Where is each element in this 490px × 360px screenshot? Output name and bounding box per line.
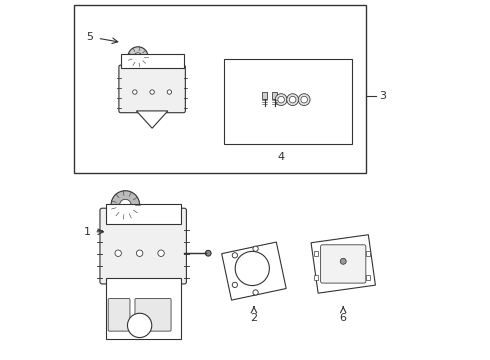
Bar [366, 275, 370, 280]
Circle shape [235, 251, 270, 285]
Polygon shape [311, 235, 375, 293]
Bar [74, 5, 367, 173]
Text: 3: 3 [379, 91, 386, 101]
Text: 6: 6 [340, 312, 347, 323]
Circle shape [253, 290, 258, 295]
Circle shape [150, 90, 154, 94]
Circle shape [120, 199, 131, 211]
Circle shape [287, 94, 298, 105]
FancyBboxPatch shape [119, 65, 185, 113]
Circle shape [253, 246, 258, 251]
FancyBboxPatch shape [108, 298, 130, 331]
Circle shape [301, 96, 307, 103]
Text: 2: 2 [250, 312, 257, 323]
Circle shape [148, 211, 160, 223]
Bar [366, 251, 370, 256]
Bar [272, 92, 277, 99]
Circle shape [134, 53, 142, 61]
Bar [121, 54, 184, 68]
Bar [314, 251, 318, 256]
Circle shape [167, 90, 171, 94]
Bar [262, 92, 268, 99]
Circle shape [157, 59, 166, 68]
Circle shape [136, 250, 143, 256]
Circle shape [340, 258, 346, 264]
Polygon shape [221, 242, 286, 300]
Circle shape [133, 90, 137, 94]
Text: 4: 4 [277, 152, 284, 162]
FancyBboxPatch shape [100, 208, 186, 284]
Bar [314, 275, 318, 280]
Circle shape [205, 250, 211, 256]
Bar [106, 278, 181, 339]
Polygon shape [136, 111, 168, 128]
Circle shape [127, 313, 152, 338]
Bar [106, 204, 181, 224]
FancyBboxPatch shape [135, 298, 171, 331]
Circle shape [158, 250, 164, 256]
Circle shape [232, 282, 238, 288]
Text: 1: 1 [84, 227, 91, 237]
FancyBboxPatch shape [320, 245, 366, 283]
Text: 5: 5 [86, 32, 93, 42]
Circle shape [232, 253, 238, 258]
Bar [223, 59, 352, 144]
Circle shape [115, 250, 122, 256]
Circle shape [275, 94, 287, 105]
Circle shape [290, 96, 296, 103]
Circle shape [278, 96, 284, 103]
Circle shape [298, 94, 310, 105]
Circle shape [128, 47, 148, 67]
Circle shape [111, 191, 140, 219]
